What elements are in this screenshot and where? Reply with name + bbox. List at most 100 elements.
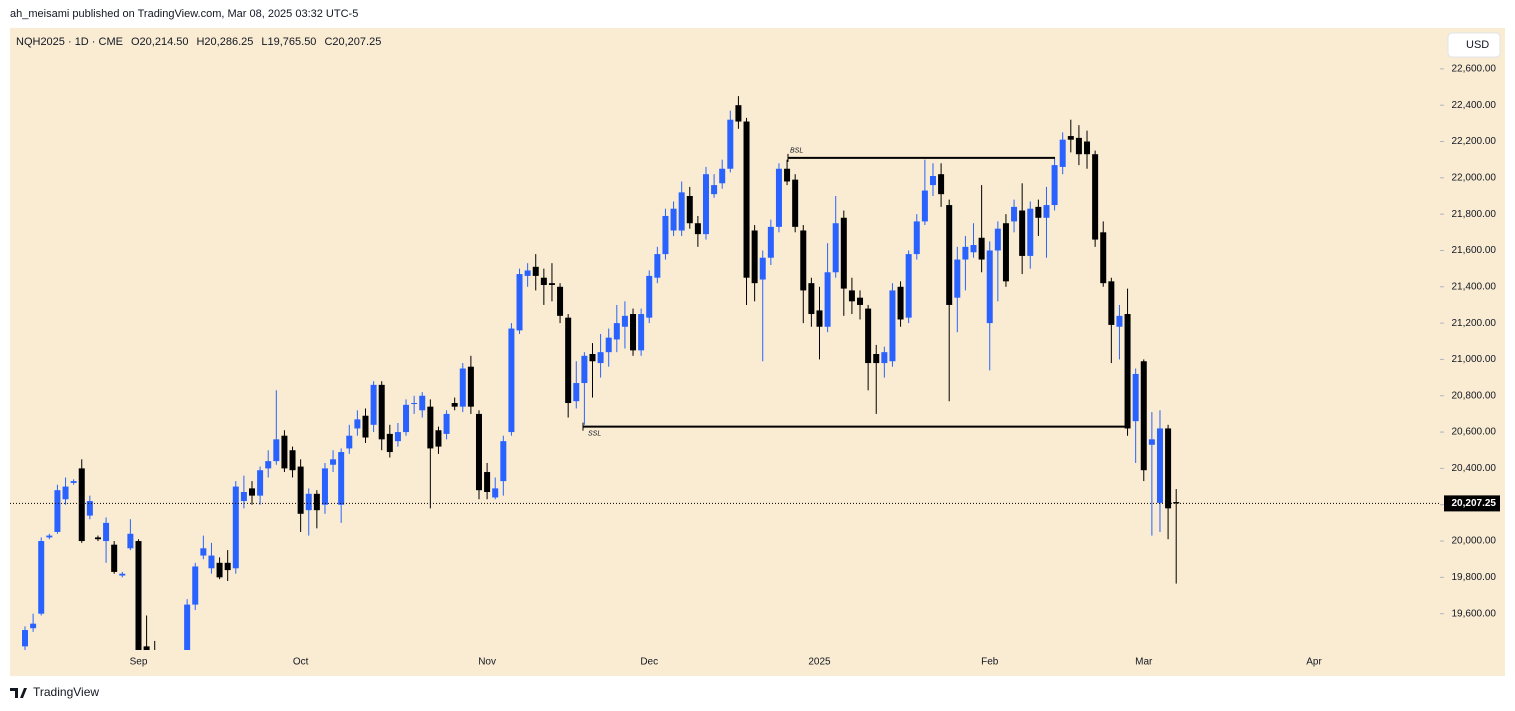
candle-body <box>702 174 709 235</box>
candle-body <box>654 254 661 278</box>
candle-body <box>30 623 37 629</box>
candle-body <box>62 486 69 500</box>
candle-body <box>832 223 839 273</box>
candle-body <box>889 290 896 362</box>
candle-body <box>103 522 110 542</box>
candle-body <box>1043 205 1050 218</box>
candle-body <box>743 121 750 278</box>
candle-body <box>354 419 361 429</box>
candle-body <box>459 368 466 407</box>
candle-body <box>565 317 572 404</box>
candle-body <box>929 176 936 186</box>
candle-body <box>711 185 718 195</box>
candle-body <box>800 230 807 291</box>
candle-body <box>662 215 669 255</box>
candle-body <box>1156 428 1163 503</box>
candle-body <box>1173 502 1180 504</box>
y-tick-label: 19,800.00 <box>1452 572 1497 583</box>
chart-panel <box>10 28 1505 676</box>
candle-body <box>994 228 1001 251</box>
candle-body <box>1067 136 1074 140</box>
candle-body <box>630 314 637 351</box>
candle-body <box>305 493 312 511</box>
candle-body <box>86 501 93 516</box>
candle-body <box>986 250 993 324</box>
candle-body <box>362 415 369 438</box>
candle-body <box>411 403 418 405</box>
candle-body <box>970 245 977 253</box>
candle-body <box>694 223 701 235</box>
candle-body <box>1116 315 1123 327</box>
candle-body <box>621 315 628 327</box>
candle-body <box>143 646 150 650</box>
candle-body <box>597 352 604 364</box>
candle-body <box>613 323 620 340</box>
candle-body <box>557 286 564 316</box>
y-tick-label: 20,800.00 <box>1452 390 1497 401</box>
candle-body <box>70 481 77 483</box>
candle-body <box>119 573 126 576</box>
candle-body <box>646 275 653 318</box>
candle-body <box>467 366 474 407</box>
candle-body <box>605 337 612 353</box>
candle-body <box>248 488 255 496</box>
candle-body <box>135 541 142 650</box>
candle-body <box>719 168 726 184</box>
candle-body <box>508 328 515 433</box>
currency-label: USD <box>1466 39 1489 51</box>
candle-body <box>1019 210 1026 256</box>
candle-body <box>265 461 272 469</box>
candle-body <box>240 492 247 502</box>
candle-body <box>46 535 53 538</box>
x-tick-label: Nov <box>478 657 496 668</box>
candle-body <box>370 384 377 425</box>
candle-body <box>330 459 337 465</box>
x-tick-label: Apr <box>1306 657 1322 668</box>
candle-body <box>865 308 872 364</box>
y-tick-label: 20,400.00 <box>1452 463 1497 474</box>
candle-body <box>784 168 791 182</box>
candle-body <box>840 217 847 289</box>
candle-body <box>435 430 442 447</box>
candle-body <box>427 406 434 449</box>
candle-body <box>1027 208 1034 256</box>
plot-area: BSL SSL <box>22 96 1180 650</box>
candle-body <box>848 290 855 302</box>
level-label: BSL <box>790 148 803 155</box>
ohlc-value: L19,765.50 <box>261 36 316 48</box>
publish-note: ah_meisami published on TradingView.com,… <box>10 8 358 20</box>
level-label: SSL <box>588 430 601 437</box>
candle-body <box>386 433 393 453</box>
candle-body <box>962 246 969 260</box>
candle-body <box>946 205 953 305</box>
candle-body <box>1035 206 1042 218</box>
ohlc-value: O20,214.50 <box>131 36 189 48</box>
candle-body <box>297 466 304 514</box>
candle-body <box>346 435 353 449</box>
candle-body <box>670 208 677 231</box>
candle-body <box>1051 165 1058 206</box>
candle-body <box>257 470 264 496</box>
candle-body <box>913 221 920 255</box>
candle-body <box>38 541 45 614</box>
candle-body <box>484 472 491 493</box>
candle-body <box>208 555 215 569</box>
candle-body <box>573 383 580 402</box>
candle-body <box>1092 154 1099 240</box>
currency-button[interactable] <box>1447 32 1501 58</box>
x-tick-label: Sep <box>130 657 148 668</box>
candle-body <box>224 562 231 571</box>
x-tick-label: Oct <box>293 657 309 668</box>
candle-body <box>1075 137 1082 155</box>
candle-body <box>775 168 782 227</box>
candle-body <box>516 274 523 331</box>
candle-body <box>200 548 207 556</box>
candle-body <box>921 190 928 222</box>
candle-body <box>816 310 823 327</box>
candle-body <box>1148 439 1155 445</box>
candle-body <box>792 179 799 227</box>
candle-body <box>751 230 758 284</box>
candle-body <box>857 297 864 305</box>
candle-body <box>451 403 458 407</box>
